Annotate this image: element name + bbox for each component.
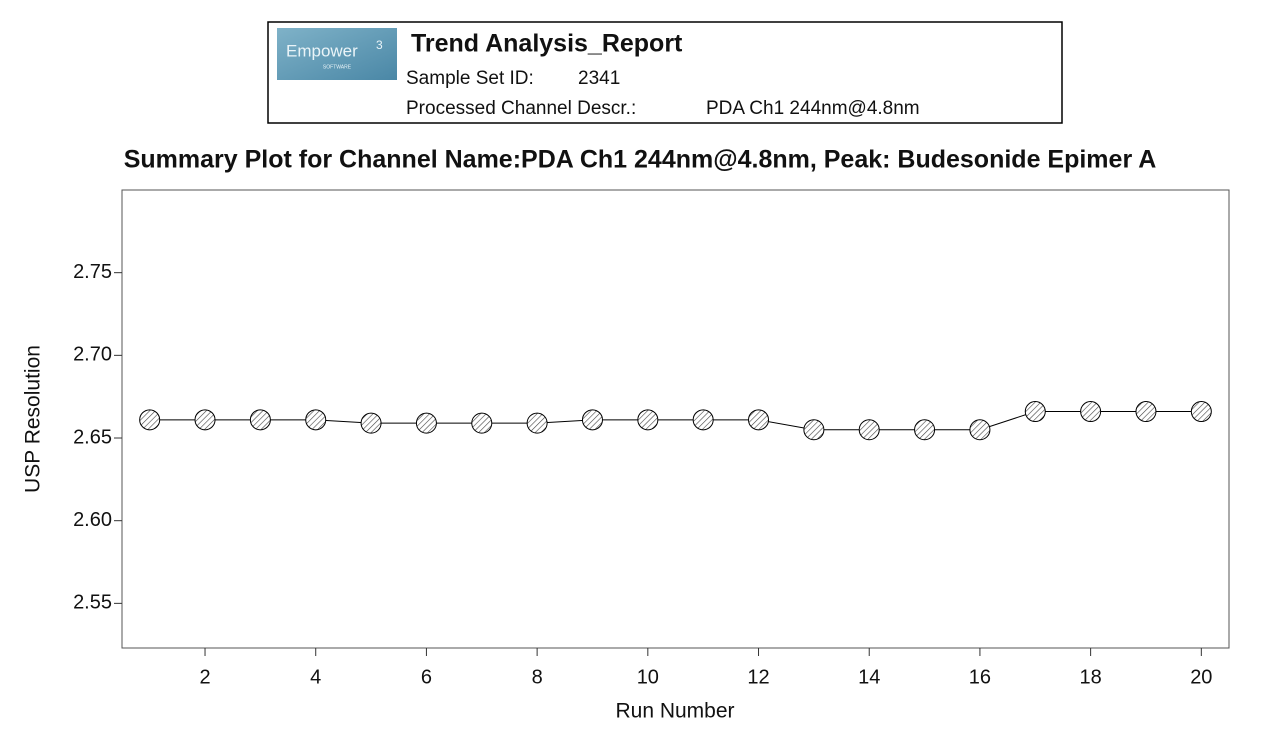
logo-name: Empower [286,41,358,60]
data-point [1190,401,1212,423]
data-point [360,412,382,434]
data-point [914,419,936,441]
data-point [305,409,327,431]
y-tick-label: 2.70 [73,344,112,366]
data-point [471,412,493,434]
data-point [249,409,271,431]
header-box [267,21,1063,124]
value: 2341 [578,68,620,89]
logo-version: 3 [376,38,383,52]
x-tick-label: 6 [421,666,432,688]
data-point [1024,401,1046,423]
data-point [581,409,603,431]
y-axis-label: USP Resolution [22,345,45,493]
logo-subtitle: SOFTWARE [323,64,352,70]
x-axis-label: Run Number [615,700,734,723]
x-tick-label: 16 [969,666,991,688]
x-tick-label: 2 [199,666,210,688]
data-point [415,412,437,434]
logo [277,28,397,80]
data-point [1135,401,1157,423]
value: PDA Ch1 244nm@4.8nm [706,98,920,119]
x-tick-label: 12 [747,666,769,688]
x-tick-label: 10 [637,666,659,688]
y-tick-label: 2.65 [73,426,112,448]
data-point [748,409,770,431]
data-point [692,409,714,431]
x-tick-label: 18 [1080,666,1102,688]
y-tick-label: 2.55 [73,592,112,614]
data-point [858,419,880,441]
plot-area [121,189,1230,649]
data-point [526,412,548,434]
x-tick-label: 14 [858,666,880,688]
label: Sample Set ID: [406,68,534,89]
data-point [139,409,161,431]
x-tick-label: 8 [532,666,543,688]
data-point [969,419,991,441]
chart-title: Summary Plot for Channel Name:PDA Ch1 24… [124,146,1157,174]
y-tick-label: 2.75 [73,261,112,283]
data-point [1080,401,1102,423]
report-title: Trend Analysis_Report [411,30,683,58]
label: Processed Channel Descr.: [406,98,636,119]
data-point [194,409,216,431]
y-tick-label: 2.60 [73,509,112,531]
data-point [637,409,659,431]
data-point [803,419,825,441]
x-tick-label: 20 [1190,666,1212,688]
x-tick-label: 4 [310,666,321,688]
